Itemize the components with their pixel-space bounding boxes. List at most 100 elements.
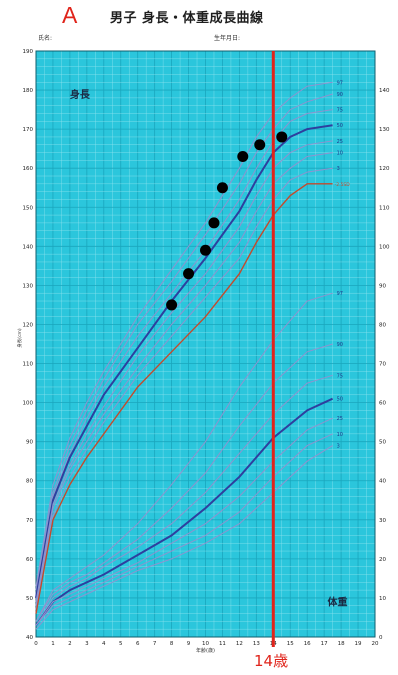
- left-tick-label: 130: [23, 283, 34, 289]
- patient-height-point: [254, 139, 266, 151]
- birthdate-field-label: 生年月日:: [214, 35, 241, 42]
- left-tick-label: 140: [23, 244, 34, 250]
- weight-p75-line: [35, 374, 333, 626]
- x-tick-label: 16: [304, 641, 311, 647]
- left-tick-label: 110: [23, 362, 34, 368]
- x-tick-label: 3: [85, 641, 89, 647]
- height-p90-line: [35, 93, 333, 591]
- weight-section-label: 体重: [328, 596, 348, 609]
- weight-p97-line: [35, 292, 333, 622]
- height-p50-label: 50: [337, 123, 343, 129]
- left-tick-label: 190: [23, 49, 34, 55]
- weight-p10-line: [35, 433, 333, 626]
- x-tick-label: 19: [355, 641, 362, 647]
- right-tick-label: 140: [379, 88, 390, 94]
- height-p90-label: 90: [337, 92, 343, 98]
- x-tick-label: 15: [287, 641, 294, 647]
- x-tick-label: 9: [187, 641, 191, 647]
- weight-p90-label: 90: [337, 342, 343, 348]
- height-p3-line: [35, 167, 333, 610]
- right-tick-label: 0: [379, 635, 383, 641]
- x-tick-label: 20: [372, 641, 379, 647]
- weight-p50-label: 50: [337, 397, 343, 403]
- left-tick-label: 150: [23, 205, 34, 211]
- weight-p3-line: [35, 445, 333, 630]
- left-tick-label: 90: [26, 440, 33, 446]
- left-tick-label: 40: [26, 635, 33, 641]
- x-tick-label: 12: [236, 641, 243, 647]
- weight-p97-label: 97: [337, 291, 343, 297]
- x-tick-label: 13: [253, 641, 260, 647]
- axis-labels: 4050607080901001101201301401501601701801…: [16, 49, 390, 654]
- x-tick-label: 7: [153, 641, 157, 647]
- left-tick-label: 120: [23, 322, 34, 328]
- height-p3-label: 3: [337, 166, 340, 172]
- weight-p25-label: 25: [337, 416, 343, 422]
- age-callout: 14歳: [254, 652, 289, 670]
- weight-p50-line: [35, 397, 334, 626]
- x-tick-label: 6: [136, 641, 140, 647]
- x-tick-label: 4: [102, 641, 106, 647]
- right-tick-label: 70: [379, 362, 386, 368]
- panel-letter: A: [62, 2, 78, 28]
- height-p75-label: 75: [337, 108, 343, 114]
- x-tick-label: 0: [34, 641, 38, 647]
- patient-height-point: [237, 150, 249, 162]
- right-tick-label: 10: [379, 596, 386, 602]
- right-tick-label: 120: [379, 166, 390, 172]
- patient-height-point: [200, 244, 211, 256]
- left-tick-label: 80: [26, 479, 33, 485]
- height-section-label: 身長: [70, 88, 91, 101]
- percentile-curves: 97 90 75 50 25 10 3 97 90 75 50 25 10 3 -2.5SD: [35, 80, 351, 630]
- height-p97-line: [35, 81, 333, 587]
- left-tick-label: 180: [23, 88, 34, 94]
- x-tick-label: 5: [119, 641, 123, 647]
- grid: [35, 50, 376, 638]
- right-tick-label: 100: [379, 244, 390, 250]
- height-p25-line: [35, 140, 333, 602]
- y-axis-label: 身長(cm): [16, 328, 23, 348]
- patient-height-point: [166, 299, 178, 311]
- height-p10-line: [35, 152, 333, 606]
- right-tick-label: 130: [379, 127, 390, 133]
- left-tick-label: 160: [23, 166, 34, 172]
- patient-height-point: [276, 131, 288, 143]
- weight-p10-label: 10: [337, 432, 343, 438]
- weight-p90-line: [35, 343, 333, 622]
- left-tick-label: 170: [23, 127, 34, 133]
- right-tick-label: 30: [379, 518, 386, 524]
- x-tick-label: 18: [338, 641, 345, 647]
- right-tick-label: 90: [379, 283, 386, 289]
- height-p25-label: 25: [337, 139, 343, 145]
- patient-points: [166, 131, 288, 311]
- left-tick-label: 70: [26, 518, 33, 524]
- height-p10-label: 10: [337, 151, 343, 157]
- chart-title: 男子 身長・体重成長曲線: [110, 11, 264, 26]
- x-tick-label: 1: [51, 641, 55, 647]
- weight-p25-line: [35, 417, 333, 626]
- left-tick-label: 100: [23, 401, 34, 407]
- weight-p75-label: 75: [337, 373, 343, 379]
- height-p97-label: 97: [337, 80, 343, 86]
- left-tick-label: 50: [26, 596, 33, 602]
- right-tick-label: 110: [379, 205, 390, 211]
- right-tick-label: 20: [379, 557, 386, 563]
- right-tick-label: 80: [379, 322, 386, 328]
- x-tick-label: 8: [170, 641, 174, 647]
- x-tick-label: 17: [321, 641, 328, 647]
- patient-height-point: [183, 268, 195, 280]
- right-tick-label: 50: [379, 440, 386, 446]
- height-p50-line: [35, 124, 333, 599]
- left-tick-label: 60: [26, 557, 33, 563]
- right-tick-label: 40: [379, 479, 386, 485]
- right-tick-label: 60: [379, 401, 386, 407]
- weight-p3-label: 3: [337, 444, 340, 450]
- height-sd-label: -2.5SD: [335, 182, 351, 188]
- name-field-label: 氏名:: [38, 35, 53, 42]
- height-sd-line: [35, 183, 333, 614]
- x-tick-label: 11: [219, 641, 226, 647]
- patient-height-point: [216, 182, 228, 194]
- plot-border: [35, 50, 376, 638]
- x-tick-label: 10: [202, 641, 209, 647]
